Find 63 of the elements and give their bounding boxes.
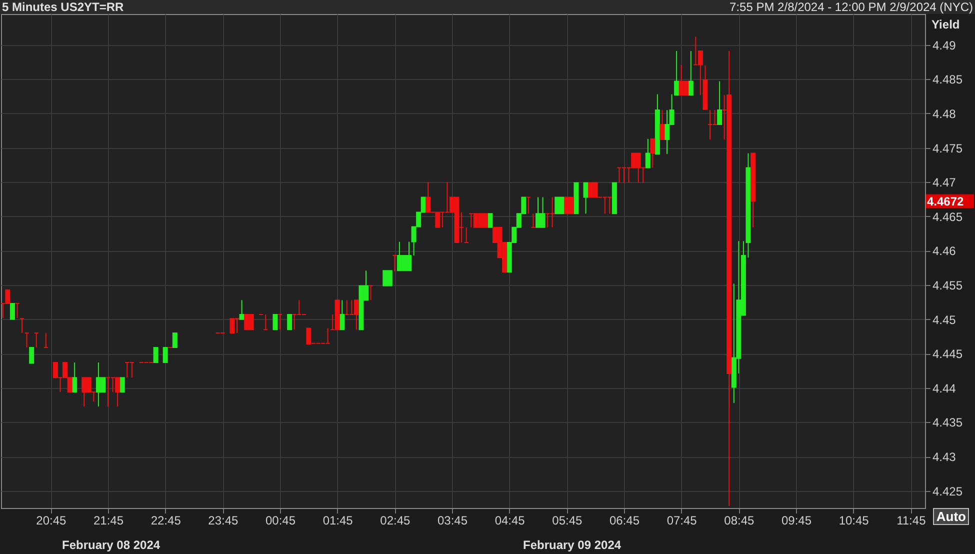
x-tick-label: 08:45	[724, 514, 755, 528]
candlestick	[435, 212, 440, 228]
y-tick-label: 4.44	[932, 381, 956, 396]
candlestick	[272, 314, 278, 330]
y-tick-label: 4.45	[932, 312, 956, 327]
candlestick	[72, 362, 78, 393]
y-tick-label: 4.465	[932, 210, 963, 224]
candlestick	[660, 110, 665, 140]
candlestick	[306, 328, 312, 345]
y-tick-label: 4.49	[932, 38, 956, 52]
candlestick	[650, 138, 656, 168]
candlestick	[239, 300, 244, 320]
y-tick-label: 4.48	[932, 106, 956, 121]
candlestick	[115, 377, 120, 407]
y-tick-label: 4.455	[932, 278, 963, 293]
x-tick-label: 00:45	[266, 514, 296, 528]
candlestick	[426, 182, 431, 213]
text: Auto	[933, 508, 969, 525]
candlestick	[10, 303, 15, 320]
text: February 08 2024	[62, 538, 160, 552]
y-tick-label: 4.425	[932, 484, 963, 498]
candlestick	[488, 213, 493, 228]
candlestick	[29, 346, 34, 364]
x-tick-label: 22:45	[150, 514, 182, 528]
x-tick-label: 05:45	[552, 514, 583, 528]
x-tick-label: 11:45	[896, 514, 926, 528]
candlestick	[340, 300, 345, 330]
candlestick	[162, 346, 168, 364]
candlestick	[153, 346, 158, 364]
y-tick-label: 4.43	[932, 450, 956, 464]
y-tick-label: 4.445	[932, 347, 963, 362]
y-tick-label: 4.485	[932, 72, 963, 87]
y-tick-label: 4.475	[932, 141, 963, 156]
x-tick-label: 03:45	[437, 514, 468, 528]
x-tick-label: 10:45	[838, 514, 870, 528]
x-tick-label: 21:45	[94, 514, 124, 528]
x-tick-label: 04:45	[494, 514, 526, 528]
y-tick-label: 4.47	[932, 176, 956, 190]
x-tick-label: 23:45	[208, 514, 239, 528]
x-tick-label: 20:45	[36, 514, 67, 528]
text: 4.4672	[927, 194, 964, 208]
chart-title: 5 Minutes US2YT=RR	[2, 0, 124, 14]
x-tick-label: 02:45	[380, 514, 411, 528]
candlestick	[172, 332, 178, 348]
candlestick	[354, 300, 359, 330]
candlestick	[230, 318, 235, 334]
candlestick	[5, 289, 10, 304]
candlestick	[554, 196, 560, 214]
candlestick	[52, 362, 58, 378]
x-tick-label: 07:45	[666, 514, 698, 528]
chart-subtitle: 7:55 PM 2/8/2024 - 12:00 PM 2/9/2024 (NYC)	[730, 0, 973, 14]
y-tick-label: 4.435	[932, 416, 963, 430]
x-tick-label: 01:45	[322, 514, 354, 528]
candlestick	[688, 50, 694, 96]
candlestick	[120, 377, 125, 393]
y-tick-label: 4.46	[932, 244, 956, 258]
candlestick	[717, 80, 722, 125]
candlestick	[287, 314, 292, 330]
y-axis-title: Yield	[932, 18, 960, 32]
text: February 09 2024	[523, 538, 622, 552]
x-tick-label: 09:45	[781, 514, 812, 528]
x-tick-label: 06:45	[609, 514, 640, 528]
candlestick	[645, 138, 650, 168]
